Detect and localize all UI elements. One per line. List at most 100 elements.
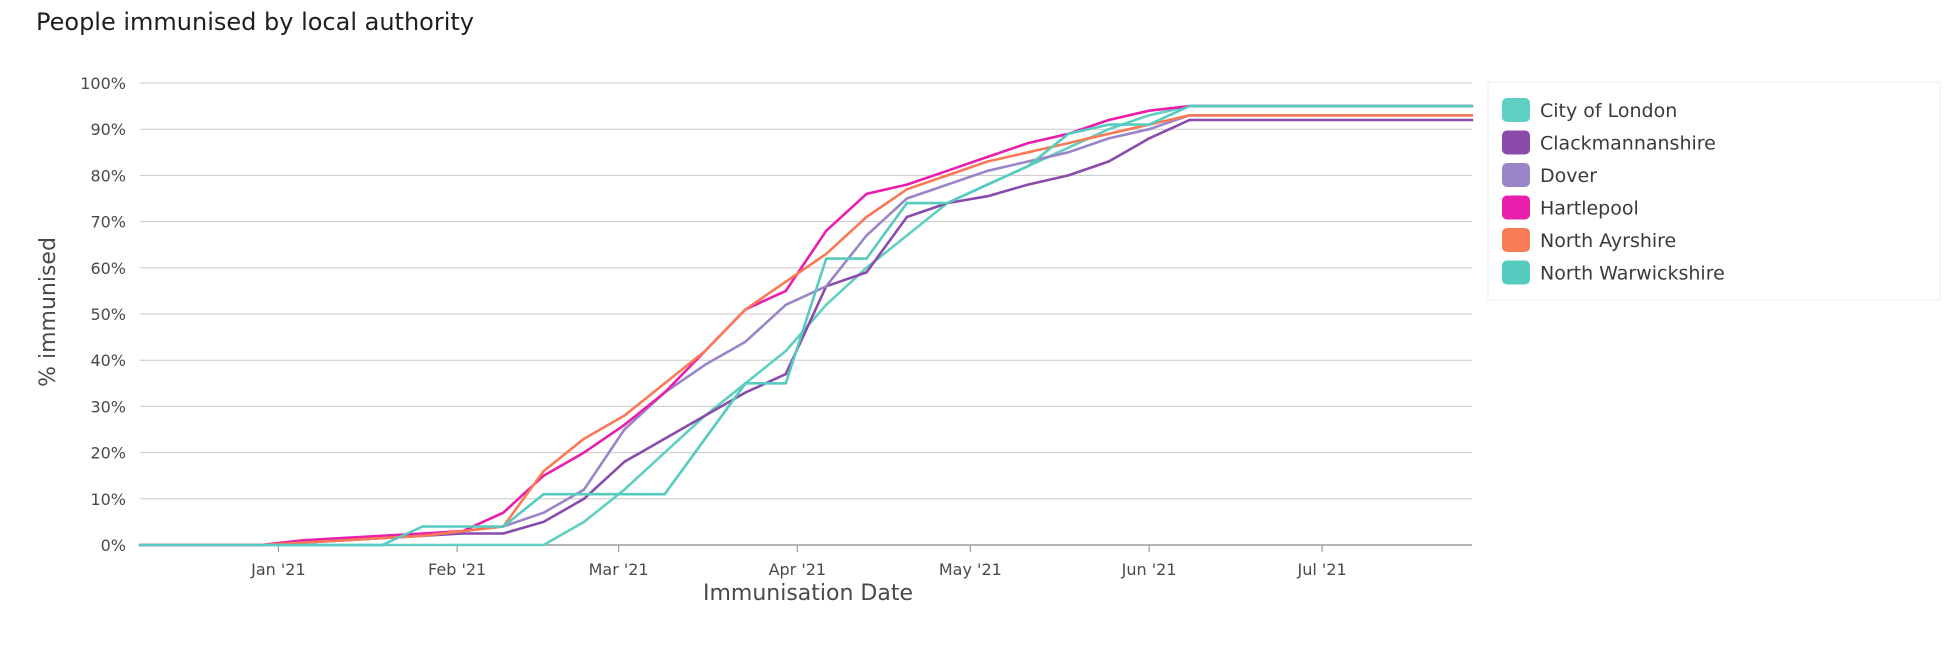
data-point xyxy=(825,252,828,256)
data-point xyxy=(946,201,949,205)
data-point xyxy=(623,414,626,417)
data-point xyxy=(905,197,909,200)
data-point xyxy=(623,428,626,431)
data-point xyxy=(865,234,868,237)
data-point xyxy=(825,285,828,288)
data-point xyxy=(1026,165,1030,168)
x-axis-title: Immunisation Date xyxy=(703,581,913,606)
data-point xyxy=(340,536,343,540)
data-point xyxy=(623,493,626,496)
data-point xyxy=(542,511,545,514)
series-line xyxy=(138,118,1474,547)
data-point xyxy=(1107,160,1110,163)
data-point xyxy=(744,340,747,343)
data-point xyxy=(1228,104,1232,108)
data-point xyxy=(179,543,182,547)
x-tick-label: Jun '21 xyxy=(1121,560,1177,579)
y-tick-label: 0% xyxy=(101,536,126,555)
data-point xyxy=(502,511,505,514)
data-point xyxy=(703,363,707,366)
data-point xyxy=(1349,114,1353,117)
data-point xyxy=(703,437,707,440)
data-point xyxy=(1147,114,1151,117)
data-point xyxy=(1107,118,1110,122)
data-point xyxy=(1309,118,1312,122)
data-point xyxy=(542,543,545,547)
data-point xyxy=(582,493,586,496)
series-city-of-london xyxy=(138,104,1474,547)
data-point xyxy=(1269,104,1272,108)
y-tick-label: 70% xyxy=(90,213,126,232)
data-point xyxy=(986,160,989,163)
data-point xyxy=(502,532,505,535)
data-point xyxy=(1470,118,1474,122)
data-point xyxy=(1470,114,1474,117)
data-point xyxy=(1188,114,1191,117)
data-point xyxy=(1147,123,1151,126)
legend: City of London Clackmannanshire Dover Hartl… xyxy=(1487,81,1941,301)
data-point xyxy=(663,437,666,440)
legend-label: Dover xyxy=(1540,165,1597,187)
legend-swatch xyxy=(1502,228,1530,252)
data-point xyxy=(663,451,666,454)
data-point xyxy=(1067,146,1070,149)
y-tick-label: 50% xyxy=(90,305,126,324)
data-point xyxy=(784,280,787,283)
data-point xyxy=(905,201,909,205)
data-point xyxy=(986,155,989,159)
legend-label: Hartlepool xyxy=(1540,198,1639,220)
data-point xyxy=(1269,118,1272,122)
data-point xyxy=(865,215,868,219)
data-point xyxy=(784,289,787,293)
data-point xyxy=(1390,104,1393,108)
data-point xyxy=(865,266,868,269)
data-point xyxy=(784,303,787,306)
data-point xyxy=(986,183,989,186)
data-point xyxy=(1067,141,1070,145)
data-point xyxy=(1390,118,1393,122)
x-tick-label: Apr '21 xyxy=(769,560,827,579)
chart-title: People immunised by local authority xyxy=(36,8,474,36)
data-point xyxy=(1067,174,1070,177)
data-point xyxy=(300,539,303,542)
x-tick-label: May '21 xyxy=(939,560,1002,579)
legend-label: North Warwickshire xyxy=(1540,263,1725,285)
data-point xyxy=(1390,114,1393,117)
y-tick-label: 90% xyxy=(90,120,126,139)
data-point xyxy=(1147,128,1151,131)
data-point xyxy=(1228,118,1232,122)
y-tick-label: 60% xyxy=(90,259,126,278)
data-point xyxy=(582,437,586,440)
data-point xyxy=(865,271,868,274)
data-point xyxy=(905,234,909,237)
x-tick-label: Jul '21 xyxy=(1296,560,1346,579)
data-point xyxy=(421,532,424,535)
data-point xyxy=(1430,114,1433,117)
data-point xyxy=(623,488,626,491)
data-point xyxy=(421,525,424,528)
series-line xyxy=(138,104,1474,547)
data-point xyxy=(1026,160,1030,163)
data-point xyxy=(259,543,263,547)
data-point xyxy=(1026,183,1030,186)
data-point xyxy=(703,349,707,353)
series-line xyxy=(138,104,1474,547)
data-point xyxy=(542,520,545,524)
data-point xyxy=(946,183,949,186)
data-point xyxy=(1228,114,1232,117)
data-point xyxy=(623,423,626,427)
data-point xyxy=(1107,123,1110,126)
data-point xyxy=(542,469,545,473)
data-point xyxy=(1107,128,1110,131)
data-point xyxy=(1349,104,1353,108)
series-clackmannanshire xyxy=(138,118,1474,547)
legend-item: Hartlepool xyxy=(1502,195,1639,220)
y-axis-title: % immunised xyxy=(36,237,61,387)
data-point xyxy=(905,188,909,191)
data-point xyxy=(340,543,343,547)
x-tick-label: Mar '21 xyxy=(589,560,649,579)
data-point xyxy=(461,529,465,533)
data-point xyxy=(542,493,545,496)
data-point xyxy=(865,257,868,260)
data-point xyxy=(138,543,142,547)
